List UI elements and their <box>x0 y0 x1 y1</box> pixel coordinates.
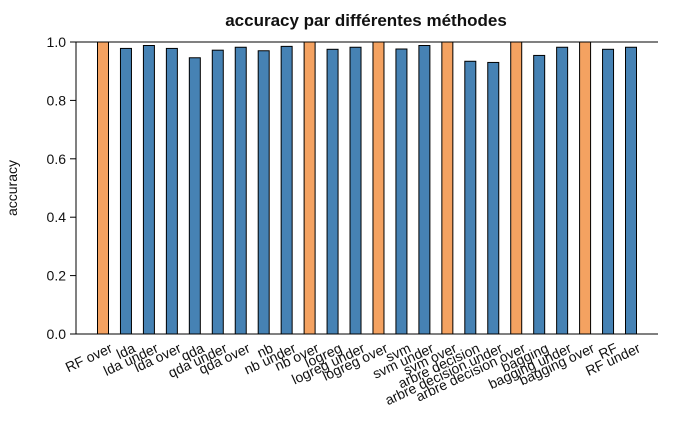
x-tick-label: nb <box>254 340 275 361</box>
bar <box>257 50 270 335</box>
bar <box>280 45 293 335</box>
bar <box>165 47 178 335</box>
bar <box>395 48 408 335</box>
bar <box>418 45 431 335</box>
bar <box>464 60 477 335</box>
y-tick-label: 1.0 <box>47 34 67 50</box>
y-axis-ticks: 0.0 0.2 0.4 0.6 0.8 1.0 <box>47 34 76 342</box>
bar-series <box>97 41 637 335</box>
bar <box>441 41 454 335</box>
bar <box>188 57 201 335</box>
x-tick-label: lda <box>114 340 138 362</box>
bar <box>326 48 339 335</box>
x-tick-label: RF <box>596 340 620 362</box>
y-tick-label: 0.8 <box>47 92 67 108</box>
bar <box>533 54 546 335</box>
bar <box>349 46 362 335</box>
y-tick-label: 0.4 <box>47 209 67 225</box>
bar <box>579 41 592 335</box>
bar <box>372 41 385 335</box>
bar <box>487 61 500 335</box>
bar <box>211 49 224 335</box>
y-tick-label: 0.6 <box>47 151 67 167</box>
bar <box>119 47 132 335</box>
y-axis-label: accuracy <box>4 160 20 216</box>
bar <box>142 45 155 335</box>
bar <box>625 46 637 335</box>
bar <box>510 41 523 335</box>
chart-title: accuracy par différentes méthodes <box>225 11 507 30</box>
y-tick-label: 0.2 <box>47 268 67 284</box>
bar <box>234 46 247 335</box>
bar <box>303 41 316 335</box>
bar <box>556 46 569 335</box>
bar <box>97 41 109 335</box>
bar <box>602 48 615 335</box>
y-tick-label: 0.0 <box>47 326 67 342</box>
